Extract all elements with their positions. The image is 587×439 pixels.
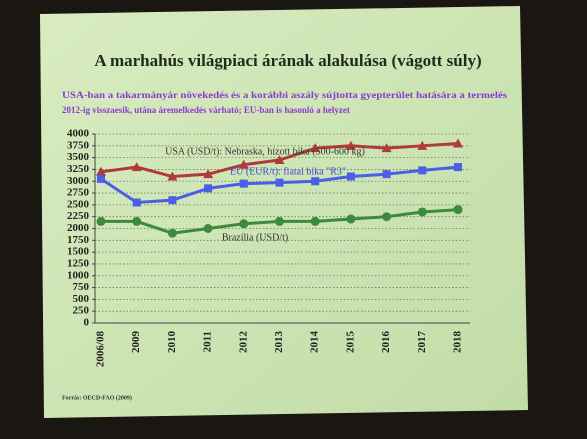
x-tick-label: 2006/08: [95, 331, 107, 368]
marker: [347, 173, 355, 181]
marker: [454, 163, 462, 171]
x-tick-label: 2011: [202, 331, 214, 352]
series-label: USA (USD/t): Nebraska, hízott bika (500-…: [165, 146, 365, 157]
y-tick-label: 1500: [67, 246, 90, 258]
marker: [276, 179, 284, 187]
marker: [204, 184, 212, 192]
marker: [382, 212, 391, 221]
y-tick-label: 0: [84, 317, 90, 329]
y-tick-label: 2750: [67, 187, 90, 199]
x-tick-label: 2013: [273, 331, 285, 354]
marker: [240, 180, 248, 188]
marker: [168, 229, 177, 238]
x-tick-label: 2018: [452, 331, 464, 354]
marker: [97, 175, 105, 183]
y-tick-label: 750: [73, 281, 90, 293]
y-tick-label: 500: [73, 293, 90, 305]
marker: [346, 215, 355, 224]
subtitle: 2012-ig visszaesik, utána áremelkedés vá…: [62, 105, 350, 115]
series-label: EU (EUR/t): fiatal bika "R3": [230, 166, 346, 177]
y-tick-label: 2250: [67, 210, 90, 222]
y-tick-label: 2500: [67, 198, 90, 210]
marker: [204, 224, 213, 233]
chart: A marhahús világpiaci árának alakulása (…: [0, 0, 587, 434]
x-tick-label: 2010: [166, 331, 178, 354]
marker: [97, 217, 106, 226]
y-tick-label: 250: [73, 305, 90, 317]
y-tick-label: 1250: [67, 257, 90, 269]
series-label: Brazília (USD/t): [222, 232, 288, 243]
x-tick-label: 2017: [416, 331, 428, 354]
y-tick-label: 1750: [67, 234, 90, 246]
x-tick-label: 2012: [237, 331, 249, 354]
marker: [418, 166, 426, 174]
x-tick-label: 2009: [130, 331, 142, 354]
y-tick-label: 2000: [67, 222, 90, 234]
x-tick-label: 2015: [344, 331, 356, 354]
marker: [311, 177, 319, 185]
marker: [418, 207, 427, 216]
marker: [168, 196, 176, 204]
marker: [132, 217, 141, 226]
y-tick-label: 1000: [67, 269, 90, 281]
marker: [454, 205, 463, 214]
marker: [275, 217, 284, 226]
marker: [383, 170, 391, 178]
x-tick-label: 2014: [309, 331, 321, 354]
marker: [133, 199, 141, 207]
y-tick-label: 3250: [67, 163, 90, 175]
marker: [239, 219, 248, 228]
chart-title: A marhahús világpiaci árának alakulása (…: [94, 51, 481, 70]
marker: [311, 217, 320, 226]
subtitle: USA-ban a takarmányár növekedés és a kor…: [62, 90, 508, 100]
y-tick-label: 3750: [67, 139, 90, 151]
y-tick-label: 3000: [67, 175, 90, 187]
y-tick-label: 4000: [67, 128, 90, 140]
y-tick-label: 3500: [67, 151, 90, 163]
source: Forrás: OECD-FAO (2009): [62, 394, 132, 401]
x-tick-label: 2016: [380, 331, 392, 354]
